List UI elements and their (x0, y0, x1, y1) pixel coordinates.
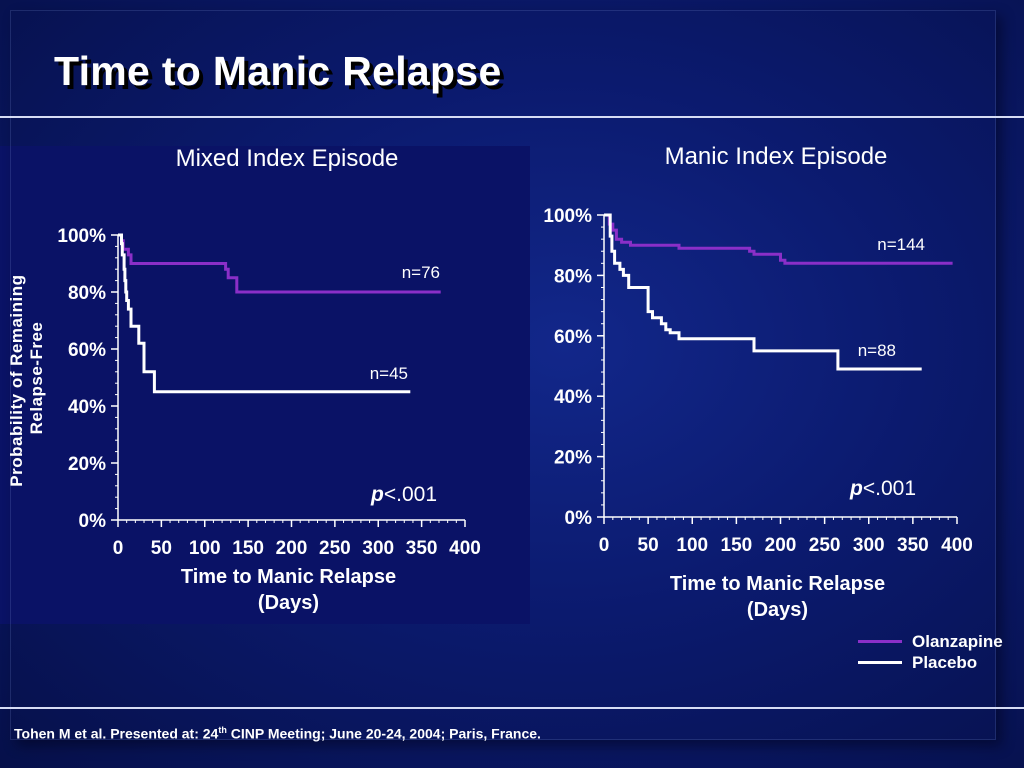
chart-0-y-tick-label: 20% (68, 454, 106, 475)
manic-index-chart: Manic Index Episode 0% 20% 40% 60% 80% 100% 0 50… (543, 143, 972, 621)
chart-0-p-value-text: <.001 (384, 483, 437, 506)
chart-1-x-tick-label: 250 (809, 535, 841, 556)
chart-0-x-tick-label: 0 (113, 538, 124, 559)
chart-0-title: Mixed Index Episode (176, 145, 399, 172)
chart-0-series-olanzapine-line (118, 233, 441, 294)
chart-1-x-tick-label: 100 (676, 535, 708, 556)
chart-0-y-tick-label: 80% (68, 283, 106, 304)
chart-1-x-tick-label: 350 (897, 535, 929, 556)
chart-0-x-axis-label-line1: Time to Manic Relapse (181, 566, 396, 588)
chart-0-series-placebo-n-label: n=45 (370, 364, 408, 383)
chart-1-x-tick-label: 300 (853, 535, 885, 556)
chart-1-x-tick-label: 200 (765, 535, 797, 556)
citation-footnote: Tohen M et al. Presented at: 24th CINP M… (14, 725, 541, 742)
chart-0-x-axis-label-line2: (Days) (258, 592, 319, 614)
chart-1-y-tick-label: 20% (554, 448, 592, 469)
chart-0-p-value: p<.001 (370, 483, 437, 506)
legend: Olanzapine Placebo (858, 631, 1003, 673)
chart-0-y-tick-label: 40% (68, 397, 106, 418)
title-divider (0, 116, 1024, 118)
y-axis-label-line1: Probability of Remaining (7, 274, 26, 486)
chart-1-p-value-letter: p (849, 477, 863, 500)
chart-0-x-tick-label: 400 (449, 538, 481, 559)
chart-1-x-axis-label-line1: Time to Manic Relapse (670, 573, 885, 595)
footnote-pre: Tohen M et al. Presented at: 24 (14, 725, 219, 742)
chart-1-p-value-text: <.001 (863, 477, 916, 500)
chart-0-x-tick-label: 300 (362, 538, 394, 559)
chart-0-series-olanzapine-n-label: n=76 (402, 263, 440, 282)
footer-divider (0, 707, 1024, 709)
legend-swatch-olanzapine (858, 640, 902, 643)
chart-0-y-tick-label: 60% (68, 340, 106, 361)
legend-label-placebo: Placebo (912, 652, 978, 672)
chart-0-x-tick-label: 250 (319, 538, 351, 559)
chart-1-series-placebo-line (604, 213, 922, 371)
chart-0-y-tick-label: 100% (57, 226, 106, 247)
chart-0-y-tick-label: 0% (79, 511, 107, 532)
chart-0-x-tick-label: 100 (189, 538, 221, 559)
chart-0-series-placebo-line (118, 233, 411, 394)
chart-1-y-tick-label: 100% (543, 206, 592, 227)
left-chart-panel (0, 146, 530, 624)
slide-title: Time to Manic Relapse (54, 48, 502, 94)
chart-1-x-tick-label: 0 (599, 535, 610, 556)
chart-0-x-tick-label: 350 (406, 538, 438, 559)
chart-1-title: Manic Index Episode (665, 143, 888, 170)
chart-1-x-axis-label-line2: (Days) (747, 599, 808, 621)
chart-1-y-tick-label: 80% (554, 266, 592, 287)
chart-0-x-tick-label: 50 (151, 538, 172, 559)
chart-1-x-tick-label: 150 (721, 535, 753, 556)
chart-1-series-olanzapine-n-label: n=144 (877, 235, 925, 254)
legend-label-olanzapine: Olanzapine (912, 631, 1003, 651)
chart-1-x-tick-label: 400 (941, 535, 973, 556)
footnote-superscript: th (218, 725, 227, 735)
y-axis-label-line2: Relapse-Free (27, 322, 46, 435)
chart-1-y-tick-label: 40% (554, 387, 592, 408)
legend-item-placebo: Placebo (858, 652, 1003, 673)
chart-0-x-tick-label: 200 (276, 538, 308, 559)
mixed-index-chart: Mixed Index Episode 0% 20% 40% 60% 80% 100% 0 50… (57, 145, 480, 614)
chart-1-p-value: p<.001 (849, 477, 916, 500)
chart-0-x-tick-label: 150 (232, 538, 264, 559)
y-axis-label: Probability of Remaining Relapse-Free (7, 269, 46, 486)
legend-swatch-placebo (858, 661, 902, 664)
legend-item-olanzapine: Olanzapine (858, 631, 1003, 652)
chart-1-y-tick-label: 0% (565, 508, 593, 529)
chart-1-y-tick-label: 60% (554, 327, 592, 348)
chart-0-p-value-letter: p (370, 483, 384, 506)
footnote-post: CINP Meeting; June 20-24, 2004; Paris, F… (226, 725, 541, 742)
chart-1-series-placebo-n-label: n=88 (858, 341, 896, 360)
chart-1-x-tick-label: 50 (638, 535, 659, 556)
